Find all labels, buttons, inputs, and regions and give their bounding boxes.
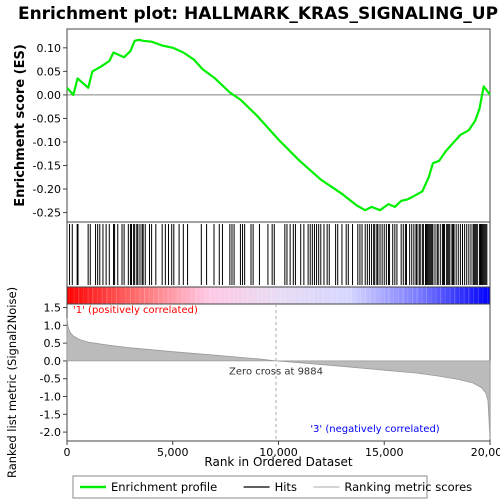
es-ytick-label: -0.15 [33, 160, 61, 173]
es-axis-label: Enrichment score (ES) [13, 44, 28, 207]
band-frame [66, 286, 491, 305]
es-ytick-label: -0.25 [33, 207, 61, 220]
es-ytick-label: 0.00 [37, 89, 62, 102]
xtick-label: 5,000 [157, 446, 189, 459]
negative-correlation-label: '3' (negatively correlated) [310, 424, 439, 435]
es-ytick-label: 0.10 [37, 42, 62, 55]
metric-ytick-label: 1.0 [44, 319, 62, 332]
metric-ytick-label: -1.0 [40, 391, 61, 404]
es-ytick-label: 0.05 [37, 65, 62, 78]
positive-correlation-label: '1' (positively correlated) [73, 305, 198, 316]
es-ytick-label: -0.20 [33, 183, 61, 196]
xtick-label: 20,000 [471, 446, 500, 459]
metric-ytick-label: -0.5 [40, 373, 61, 386]
legend-label-metric: Ranking metric scores [344, 480, 472, 494]
xtick-label: 15,000 [365, 446, 404, 459]
metric-ytick-label: 1.5 [44, 302, 62, 315]
xtick-label: 0 [64, 446, 71, 459]
metric-ytick-label: 0.0 [44, 355, 62, 368]
x-axis-label: Rank in Ordered Dataset [204, 455, 352, 469]
metric-ytick-label: 0.5 [44, 337, 62, 350]
ranking-color-band [67, 287, 490, 304]
es-ytick-label: -0.10 [33, 136, 61, 149]
es-panel-frame [66, 28, 491, 223]
legend-label-hits: Hits [275, 480, 297, 494]
zero-cross-label: Zero cross at 9884 [229, 366, 323, 377]
legend-label-profile: Enrichment profile [111, 480, 217, 494]
legend: Enrichment profile Hits Ranking metric sco… [72, 475, 472, 499]
es-ytick-label: -0.05 [33, 112, 61, 125]
xtick-label: 10,000 [259, 446, 298, 459]
chart-title: Enrichment plot: HALLMARK_KRAS_SIGNALING… [18, 4, 498, 24]
metric-ytick-label: -1.5 [40, 408, 61, 421]
metric-axis-label: Ranked list metric (Signal2Noise) [5, 287, 19, 478]
enrichment-profile-line [66, 38, 491, 212]
metric-ytick-label: -2.0 [40, 426, 61, 439]
ranking-metric-area [66, 318, 491, 440]
